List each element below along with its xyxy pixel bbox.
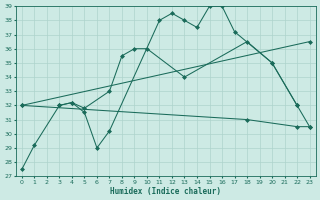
X-axis label: Humidex (Indice chaleur): Humidex (Indice chaleur) [110, 187, 221, 196]
